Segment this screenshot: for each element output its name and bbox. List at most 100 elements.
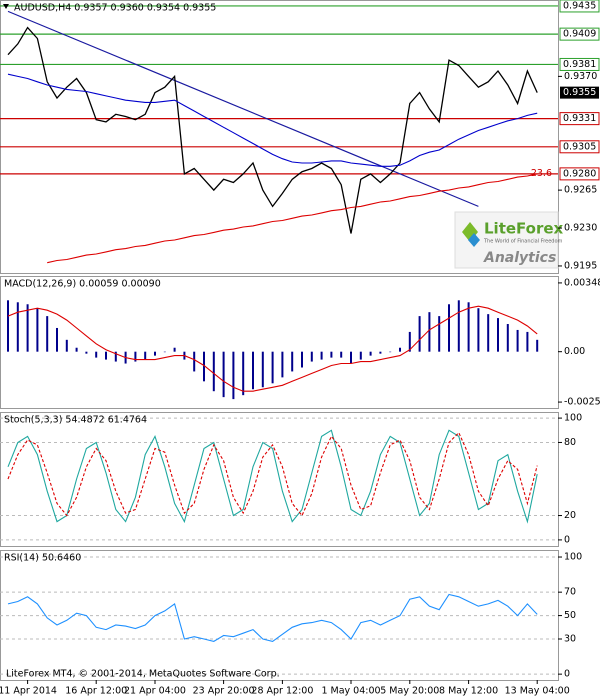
histogram-bar: [65, 339, 68, 352]
histogram-bar: [222, 351, 225, 398]
x-tick-label: 28 Apr 12:00: [251, 686, 313, 697]
histogram-bar: [467, 302, 470, 352]
x-tick-label: 16 Apr 12:00: [65, 686, 127, 697]
histogram-bar: [271, 351, 274, 384]
histogram-bar: [232, 351, 235, 400]
footer: LiteForex MT4, © 2001-2014, MetaQuotes S…: [6, 669, 280, 680]
y-tick-label: 0.9195: [564, 260, 597, 271]
indicator-line: [47, 173, 538, 264]
x-tick-label: 13 May 04:00: [505, 686, 570, 697]
indicator-line: [7, 73, 538, 167]
y-tick-label: 0.00348: [564, 277, 600, 288]
histogram-bar: [163, 351, 166, 353]
histogram-bar: [516, 329, 519, 352]
price-line: [7, 26, 538, 234]
histogram-bar: [477, 308, 480, 352]
histogram-bar: [95, 351, 98, 358]
histogram-bar: [389, 351, 392, 353]
y-tick-label: 30: [564, 634, 576, 645]
y-tick-label: 0: [564, 669, 570, 680]
histogram-bar: [448, 304, 450, 352]
y-tick-label: 0: [564, 534, 570, 545]
x-tick-label: 8 May 12:00: [439, 686, 498, 697]
histogram-bar: [85, 351, 88, 354]
histogram-bar: [203, 351, 205, 382]
histogram-bar: [536, 339, 539, 352]
histogram-bar: [310, 351, 313, 362]
panel-title: RSI(14) 50.6460: [4, 553, 81, 564]
histogram-bar: [56, 327, 58, 352]
histogram-bar: [105, 351, 107, 360]
histogram-bar: [320, 351, 323, 360]
panel-title: MACD(12,26,9) 0.00059 0.00090: [4, 279, 161, 290]
histogram-bar: [261, 351, 264, 388]
level-label-box: [559, 27, 600, 41]
histogram-bar: [457, 300, 460, 352]
panel-frame: [0, 0, 559, 274]
histogram-bar: [379, 351, 382, 354]
x-tick-label: 11 Apr 2014: [0, 686, 57, 697]
level-label: 0.9305: [563, 141, 596, 152]
fibo-label: 23.6: [531, 168, 552, 179]
histogram-bar: [506, 324, 509, 352]
y-tick-label: -0.00255: [564, 397, 600, 408]
level-label-box: [559, 140, 600, 154]
histogram-bar: [242, 351, 245, 396]
histogram-bar: [134, 351, 137, 362]
histogram-bar: [359, 351, 362, 360]
level-label-box: [559, 112, 600, 126]
histogram-bar: [497, 318, 499, 352]
y-tick-label: 0.9230: [564, 223, 597, 234]
indicator-line: [7, 593, 538, 642]
histogram-bar: [252, 351, 254, 390]
y-tick-label: 70: [564, 587, 576, 598]
histogram-bar: [7, 300, 9, 352]
histogram-bar: [350, 351, 352, 364]
level-label: 0.9331: [563, 113, 596, 124]
histogram-bar: [330, 351, 333, 358]
histogram-bar: [418, 316, 421, 352]
y-tick-label: 0.9370: [564, 71, 597, 82]
y-tick-label: 0.00: [564, 346, 585, 357]
title-marker: [3, 4, 9, 9]
y-tick-label: 80: [564, 437, 576, 448]
level-label-box: [559, 57, 600, 71]
x-tick-label: 5 May 20:00: [380, 686, 439, 697]
histogram-bar: [193, 351, 196, 372]
last-price-label: 0.9355: [563, 87, 596, 98]
histogram-bar: [16, 302, 19, 352]
logo-tagline: The World of Financial Freedom: [483, 239, 563, 245]
level-label: 0.9381: [563, 59, 596, 70]
trend-line: [7, 10, 479, 207]
level-label: 0.9409: [563, 29, 596, 40]
logo-icon: [468, 233, 480, 247]
y-tick-label: 100: [564, 552, 582, 563]
logo: LiteForex The World of Financial Freedom…: [454, 211, 564, 269]
histogram-bar: [428, 312, 431, 352]
histogram-bar: [301, 351, 303, 368]
histogram-bar: [114, 351, 117, 362]
histogram-bar: [46, 316, 49, 352]
y-tick-label: 20: [564, 510, 576, 521]
histogram-bar: [399, 347, 401, 352]
histogram-bar: [487, 314, 490, 352]
y-tick-label: 50: [564, 610, 576, 621]
indicator-line: [7, 305, 538, 392]
histogram-bar: [281, 351, 284, 378]
logo-product: Analytics: [483, 250, 556, 266]
histogram-bar: [26, 304, 29, 352]
x-tick-label: 21 Apr 04:00: [124, 686, 186, 697]
indicator-line: [7, 429, 538, 524]
x-tick-label: 1 May 04:00: [321, 686, 380, 697]
histogram-bar: [438, 316, 441, 352]
histogram-bar: [526, 331, 529, 352]
histogram-bar: [291, 351, 294, 372]
level-label-box: [559, 167, 600, 181]
histogram-bar: [144, 351, 147, 360]
histogram-bar: [408, 331, 411, 352]
indicator-line: [7, 431, 538, 517]
y-tick-label: 100: [564, 413, 582, 424]
histogram-bar: [340, 351, 343, 358]
